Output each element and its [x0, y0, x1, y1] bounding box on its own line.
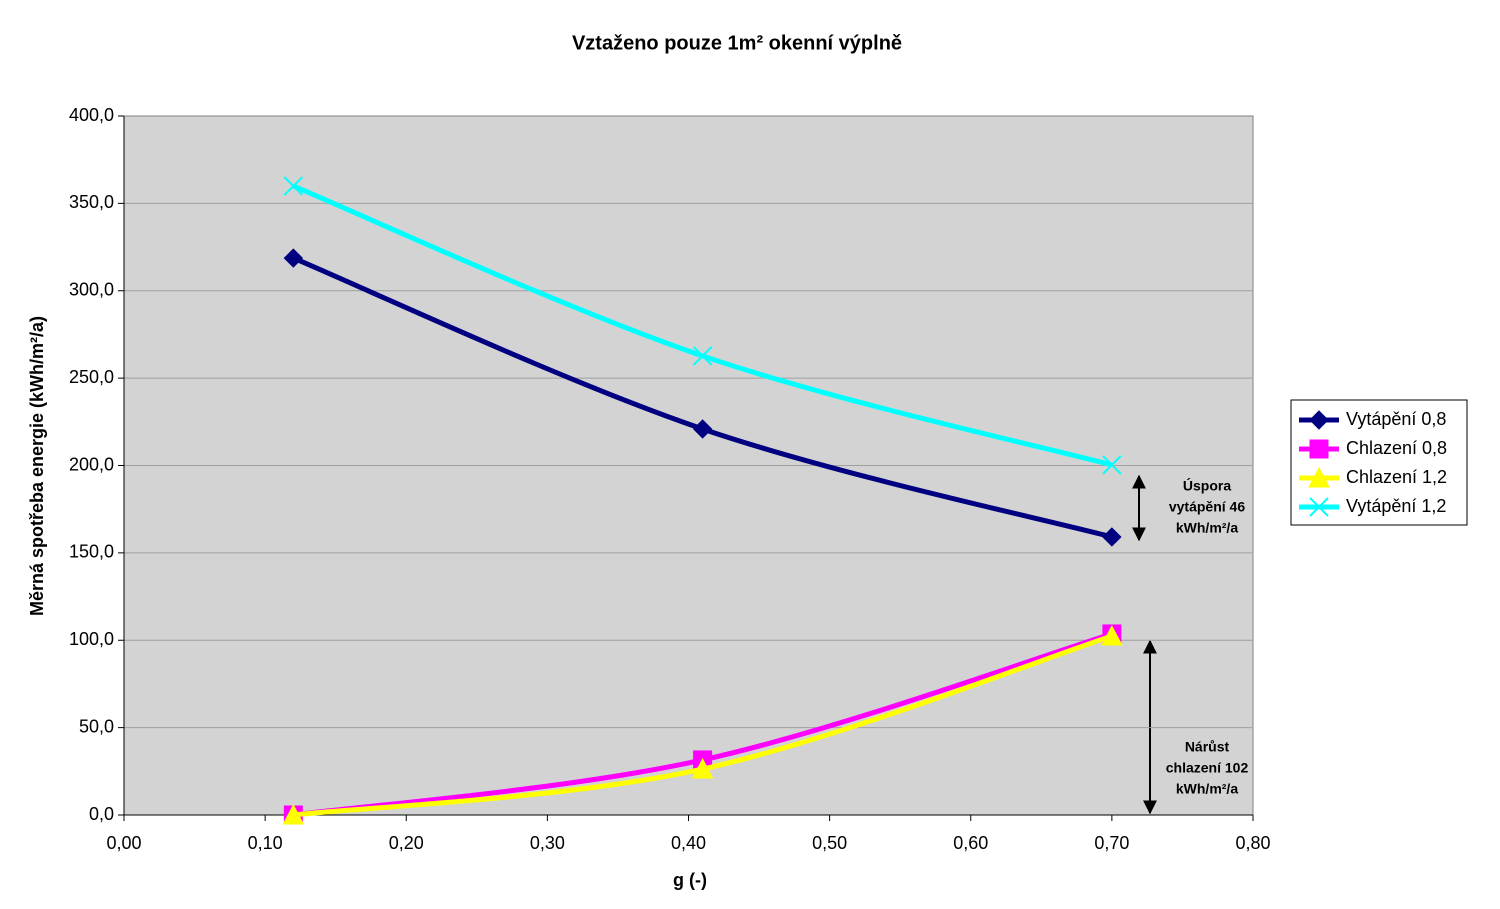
- marker: [692, 419, 713, 439]
- x-tick-label: 0,20: [389, 833, 424, 853]
- annotation: chlazení 102: [1166, 760, 1249, 776]
- x-tick-label: 0,00: [106, 833, 141, 853]
- legend-label: Vytápění 0,8: [1346, 409, 1446, 429]
- marker: [283, 176, 304, 196]
- marker: [1102, 527, 1122, 547]
- annotation: vytápění 46: [1169, 499, 1245, 515]
- y-tick-label: 400,0: [69, 105, 114, 125]
- annotation: Úspora: [1183, 477, 1231, 494]
- x-tick-label: 0,30: [530, 833, 565, 853]
- x-tick-label: 0,10: [248, 833, 283, 853]
- y-tick-label: 350,0: [69, 192, 114, 212]
- marker: [282, 803, 305, 825]
- x-tick-label: 0,40: [671, 833, 706, 853]
- marker: [1309, 439, 1329, 459]
- marker: [1309, 497, 1329, 517]
- legend-label: Chlazení 0,8: [1346, 438, 1447, 458]
- chart-title: Vztaženo pouze 1m² okenní výplně: [572, 32, 902, 54]
- marker: [283, 248, 304, 268]
- y-tick-label: 0,0: [89, 804, 114, 824]
- x-tick-label: 0,70: [1094, 833, 1129, 853]
- y-axis-title: Měrná spotřeba energie (kWh/m²/a): [27, 316, 47, 616]
- x-tick-label: 0,60: [953, 833, 988, 853]
- y-tick-label: 250,0: [69, 367, 114, 387]
- annotation: kWh/m²/a: [1176, 781, 1238, 797]
- x-tick-label: 0,80: [1235, 833, 1270, 853]
- marker: [1102, 455, 1122, 475]
- annotation: Nárůst: [1185, 739, 1230, 755]
- y-tick-label: 200,0: [69, 454, 114, 474]
- y-tick-label: 100,0: [69, 629, 114, 649]
- x-axis-title: g (-): [673, 870, 707, 890]
- marker: [692, 346, 713, 366]
- marker: [1309, 410, 1329, 430]
- annotation: kWh/m²/a: [1176, 520, 1238, 536]
- marker: [1101, 624, 1123, 646]
- y-tick-label: 300,0: [69, 280, 114, 300]
- y-tick-label: 150,0: [69, 542, 114, 562]
- marker: [1308, 466, 1330, 488]
- y-tick-label: 50,0: [79, 716, 114, 736]
- legend-label: Vytápění 1,2: [1346, 496, 1446, 516]
- x-tick-label: 0,50: [812, 833, 847, 853]
- marker: [691, 757, 714, 779]
- legend-label: Chlazení 1,2: [1346, 467, 1447, 487]
